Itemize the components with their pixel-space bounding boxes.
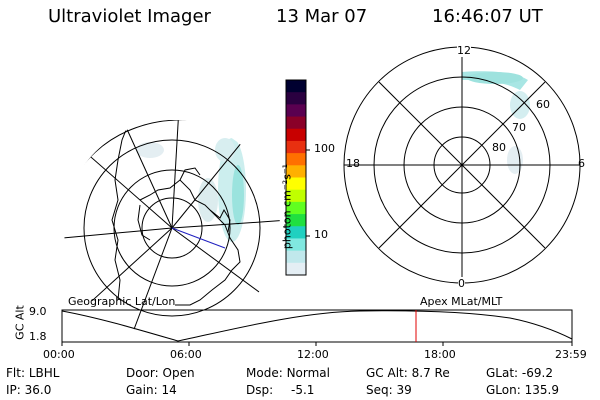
- seq-value: 39: [396, 383, 412, 397]
- orbit-ytick-bottom: 1.8: [29, 330, 47, 343]
- glat-label: GLat:: [486, 366, 519, 380]
- orbit-xtick-1800: 18:00: [424, 348, 456, 361]
- colorbar-cell: [286, 226, 306, 239]
- orbit-panel: [61, 309, 573, 346]
- colorbar-cell: [286, 104, 306, 118]
- dsp-label: Dsp:: [246, 383, 274, 397]
- colorbar-cell: [286, 80, 306, 93]
- gain-label: Gain:: [126, 383, 158, 397]
- colorbar-cell: [286, 140, 306, 154]
- gain-value: 14: [161, 383, 177, 397]
- mlat-label-70: 70: [512, 121, 526, 134]
- colorbar: [285, 79, 310, 276]
- info-ip: IP: 36.0: [6, 383, 51, 397]
- colorbar-cell: [286, 250, 306, 264]
- info-door: Door: Open: [126, 366, 195, 380]
- colorbar-cell: [286, 238, 306, 252]
- colorbar-cell: [286, 177, 306, 191]
- info-flt: Flt: LBHL: [6, 366, 59, 380]
- mode-label: Mode:: [246, 366, 283, 380]
- door-value: Open: [162, 366, 195, 380]
- info-glon: GLon: 135.9: [486, 383, 559, 397]
- orbit-ylabel: GC Alt: [13, 305, 27, 340]
- info-gain: Gain: 14: [126, 383, 177, 397]
- colorbar-cell: [286, 92, 306, 105]
- geo-coastline: [111, 120, 241, 306]
- glon-value: 135.9: [524, 383, 559, 397]
- orbit-xtick-0600: 06:00: [170, 348, 202, 361]
- colorbar-cell: [286, 116, 306, 130]
- geo-view-line: [171, 227, 226, 249]
- orbit-ytick-top: 9.0: [29, 305, 47, 318]
- mlt-label-0: 0: [458, 277, 465, 290]
- colorbar-cell: [286, 214, 306, 227]
- info-seq: Seq: 39: [366, 383, 412, 397]
- colorbar-cell: [286, 201, 306, 215]
- colorbar-cell: [286, 128, 306, 142]
- dsp-value: -5.1: [290, 383, 315, 397]
- date-label: 13 Mar 07: [276, 6, 368, 27]
- info-gcalt: GC Alt: 8.7 Re: [366, 366, 450, 380]
- mlt-label-18: 18: [346, 157, 360, 170]
- colorbar-tick-10: 10: [314, 228, 328, 241]
- info-glat: GLat: -69.2: [486, 366, 553, 380]
- flt-value: LBHL: [28, 366, 60, 380]
- glat-value: -69.2: [521, 366, 553, 380]
- mlt-label-12: 12: [457, 44, 471, 57]
- geo-caption: Geographic Lat/Lon: [68, 295, 176, 308]
- colorbar-cell: [286, 262, 306, 276]
- polar-plot: [343, 46, 581, 284]
- ip-label: IP:: [6, 383, 21, 397]
- seq-label: Seq:: [366, 383, 393, 397]
- orbit-xtick-1200: 12:00: [297, 348, 329, 361]
- info-dsp: Dsp: -5.1: [246, 383, 314, 397]
- gcalt-value: 8.7 Re: [411, 366, 450, 380]
- orbit-xtick-2359: 23:59: [555, 348, 587, 361]
- ip-value: 36.0: [24, 383, 52, 397]
- gcalt-label: GC Alt:: [366, 366, 408, 380]
- time-label: 16:46:07 UT: [432, 6, 543, 27]
- colorbar-cell: [286, 165, 306, 178]
- colorbar-tick-100: 100: [314, 142, 335, 155]
- mlat-label-60: 60: [536, 98, 550, 111]
- orbit-altitude-curve: [61, 310, 573, 342]
- info-mode: Mode: Normal: [246, 366, 330, 380]
- colorbar-cell: [286, 189, 306, 203]
- colorbar-unit-label: photon cm⁻²s⁻¹: [280, 163, 294, 250]
- mode-value: Normal: [286, 366, 330, 380]
- mlat-label-80: 80: [492, 141, 506, 154]
- door-label: Door:: [126, 366, 159, 380]
- geo-aurora-emission: [136, 138, 246, 242]
- mlt-label-6: 6: [578, 157, 585, 170]
- orbit-xtick-0000: 00:00: [43, 348, 75, 361]
- flt-label: Flt:: [6, 366, 25, 380]
- glon-label: GLon:: [486, 383, 521, 397]
- polar-aurora-emission: [462, 71, 530, 174]
- instrument-title: Ultraviolet Imager: [48, 6, 211, 27]
- colorbar-cell: [286, 153, 306, 166]
- polar-caption: Apex MLat/MLT: [420, 295, 503, 308]
